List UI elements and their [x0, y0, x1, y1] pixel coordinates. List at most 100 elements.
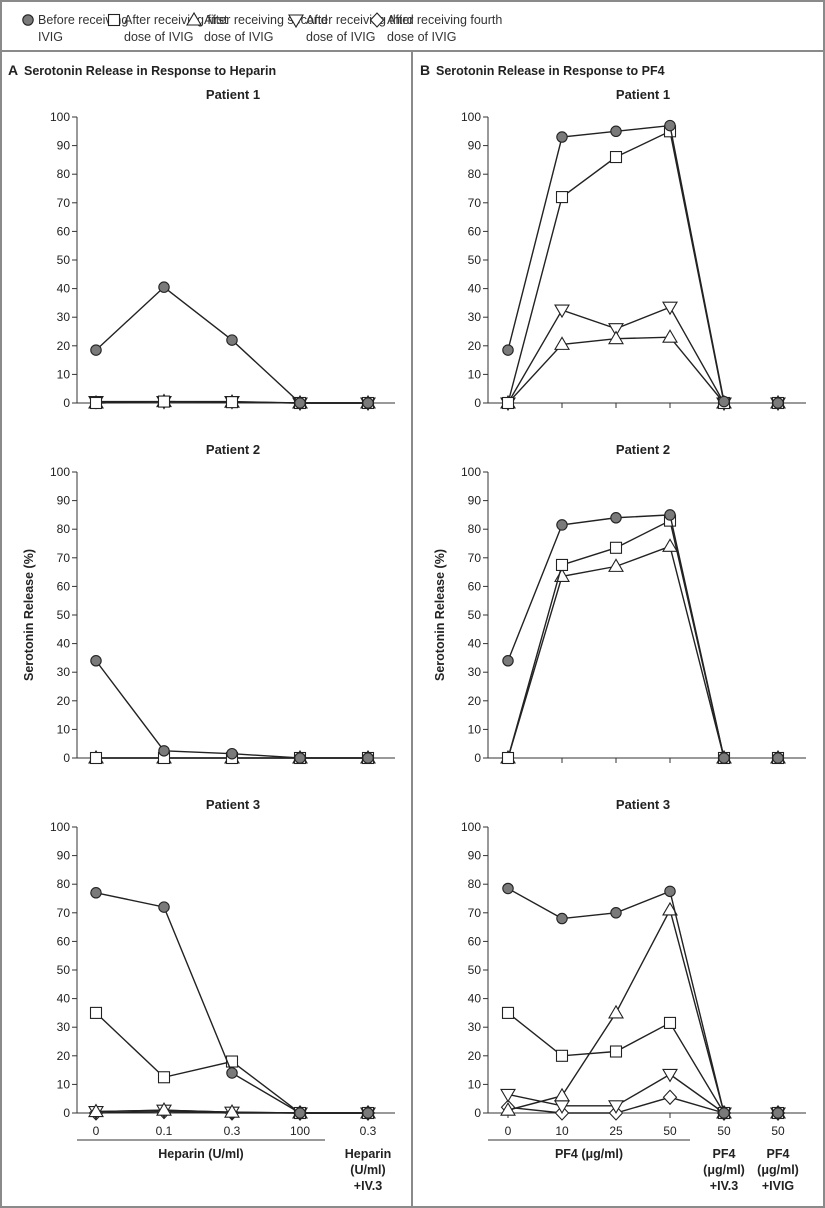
y-tick-label: 10 [57, 722, 71, 736]
y-tick-label: 90 [57, 494, 71, 508]
series-line-filled-circle [95, 892, 368, 1114]
subplot-patient-1: Patient 1 0 10 20 30 40 50 60 70 80 90 100 [461, 87, 806, 412]
y-tick-label: 10 [468, 1077, 482, 1091]
x-tick-label: 10 [555, 1124, 569, 1138]
y-tick-label: 30 [468, 310, 482, 324]
y-tick-label: 50 [57, 963, 71, 977]
y-tick-label: 70 [468, 196, 482, 210]
marker-open-square [501, 751, 515, 765]
y-tick-label: 100 [50, 110, 70, 124]
marker-open-square [555, 558, 569, 572]
series-group [88, 281, 376, 412]
marker-triangle-up [608, 558, 624, 572]
y-tick-label: 40 [57, 282, 71, 296]
marker-open-square [609, 1045, 623, 1058]
y-tick-label: 0 [63, 751, 70, 765]
y-tick-label: 50 [468, 608, 482, 622]
legend-label: dose of IVIG [387, 30, 456, 44]
marker-open-square [555, 191, 569, 204]
subplot-title: Patient 1 [616, 87, 670, 102]
marker-open-square [157, 1071, 171, 1084]
y-tick-label: 30 [468, 665, 482, 679]
legend-label: After receiving fourth [387, 13, 502, 27]
marker-filled-circle [610, 907, 622, 919]
y-tick-label: 90 [468, 494, 482, 508]
x-extra-label: PF4 [713, 1147, 736, 1161]
panel-letter: B [420, 62, 430, 78]
y-tick-label: 70 [468, 906, 482, 920]
marker-open-square [89, 396, 103, 410]
marker-open-square [225, 1055, 239, 1068]
marker-triangle-up [608, 330, 624, 345]
series-line-open-square [507, 130, 725, 404]
x-tick-label: 0 [505, 1124, 512, 1138]
marker-open-square [663, 1016, 677, 1029]
y-tick-label: 0 [63, 396, 70, 410]
y-tick-label: 40 [468, 282, 482, 296]
legend: Before receiving IVIG After receiving firs… [22, 11, 502, 44]
y-tick-label: 80 [468, 522, 482, 536]
subplot-title: Patient 3 [616, 797, 670, 812]
marker-filled-circle [502, 882, 514, 895]
marker-filled-circle [664, 509, 676, 521]
marker-filled-circle [502, 344, 514, 356]
panel-title: Serotonin Release in Response to Heparin [24, 64, 276, 78]
y-tick-label: 50 [57, 253, 71, 267]
y-tick-label: 60 [468, 579, 482, 593]
subplot-title: Patient 3 [206, 797, 260, 812]
marker-filled-circle [90, 887, 102, 899]
x-tick-label: 100 [290, 1124, 310, 1138]
y-tick-label: 20 [57, 339, 71, 353]
marker-filled-circle [226, 747, 238, 760]
x-tick-label: 50 [771, 1124, 785, 1138]
marker-filled-circle [772, 752, 784, 764]
y-tick-label: 10 [468, 367, 482, 381]
y-tick-label: 40 [57, 637, 71, 651]
marker-triangle-up [156, 1102, 172, 1116]
y-tick-label: 0 [474, 751, 481, 765]
series-group [500, 119, 786, 412]
marker-filled-circle [90, 655, 102, 667]
marker-filled-circle [772, 397, 784, 409]
marker-filled-circle [610, 512, 622, 524]
y-tick-label: 80 [468, 877, 482, 891]
y-tick-label: 20 [468, 694, 482, 708]
x-tick-label: 0.1 [156, 1124, 173, 1138]
y-axis-label: Serotonin Release (%) [22, 549, 36, 681]
marker-filled-circle [90, 344, 102, 356]
legend-label: After receiving first [124, 13, 228, 27]
marker-filled-circle [718, 1107, 730, 1119]
y-tick-label: 30 [468, 1020, 482, 1034]
marker-triangle-up [554, 336, 570, 350]
marker-triangle-down [662, 301, 678, 316]
marker-triangle-down [288, 14, 304, 29]
x-tick-label: 50 [663, 1124, 677, 1138]
marker-open-square [107, 13, 121, 27]
y-tick-label: 50 [468, 963, 482, 977]
marker-triangle-up [608, 1004, 624, 1019]
y-tick-label: 100 [461, 820, 481, 834]
subplot-patient-2: Patient 2 0 10 20 30 40 50 60 70 80 90 100 Serotonin… [433, 442, 806, 765]
y-tick-label: 80 [57, 522, 71, 536]
y-tick-label: 20 [468, 1049, 482, 1063]
x-extra-label: +IV.3 [710, 1179, 738, 1193]
series-group [88, 655, 376, 765]
x-tick-label: 50 [717, 1124, 731, 1138]
y-tick-label: 20 [468, 339, 482, 353]
y-tick-label: 20 [57, 1049, 71, 1063]
marker-filled-circle [294, 1107, 306, 1119]
marker-filled-circle [556, 131, 568, 143]
y-tick-label: 0 [474, 1106, 481, 1120]
marker-filled-circle [556, 912, 568, 925]
y-tick-label: 40 [468, 992, 482, 1006]
marker-filled-circle [226, 334, 238, 346]
marker-filled-circle [362, 1107, 374, 1119]
marker-triangle-up [500, 1102, 516, 1116]
series-group [88, 887, 376, 1122]
marker-filled-circle [664, 119, 676, 132]
y-tick-label: 60 [468, 224, 482, 238]
panel-title: Serotonin Release in Response to PF4 [436, 64, 665, 78]
x-extra-label: (μg/ml) [703, 1163, 745, 1177]
y-tick-label: 90 [468, 849, 482, 863]
